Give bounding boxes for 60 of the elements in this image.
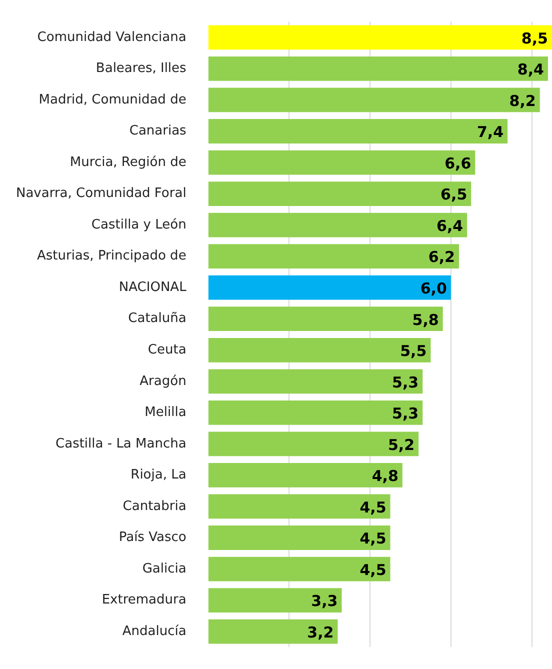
bar [208, 150, 476, 175]
bar [208, 369, 423, 394]
bar [208, 182, 472, 206]
bar [208, 432, 419, 456]
bar [208, 244, 460, 269]
data-label: 8,4 [517, 60, 544, 79]
bar [208, 526, 390, 550]
data-label: 3,2 [307, 623, 334, 642]
data-label: 3,3 [311, 592, 338, 610]
data-label: 4,5 [360, 530, 386, 548]
y-tick-label: Castilla - La Mancha [56, 436, 186, 452]
data-label: 5,5 [400, 342, 427, 360]
bar [208, 212, 468, 238]
y-tick-label: País Vasco [118, 530, 186, 546]
y-tick-label: Comunidad Valenciana [37, 30, 186, 45]
y-tick-label: Aragón [140, 374, 186, 389]
y-tick-label: Canarias [129, 124, 187, 139]
bar [208, 25, 552, 50]
y-tick-label: Rioja, La [130, 468, 186, 483]
data-label: 7,4 [476, 123, 504, 142]
data-label: 8,5 [521, 29, 548, 48]
data-label: 6,4 [436, 216, 464, 235]
y-tick-label: Madrid, Comunidad de [38, 92, 186, 108]
data-label: 8,2 [509, 92, 536, 110]
data-label: 5,8 [412, 310, 439, 329]
bar [208, 494, 390, 519]
bar [208, 306, 443, 332]
data-label: 4,5 [360, 498, 386, 516]
y-tick-label: Castilla y León [91, 217, 186, 232]
bar [208, 338, 431, 362]
bar [208, 275, 451, 300]
bar [208, 619, 338, 644]
bar [208, 400, 423, 425]
data-label: 4,8 [372, 467, 398, 486]
bar [208, 463, 402, 488]
data-label: 5,3 [392, 373, 419, 392]
data-label: 5,3 [392, 404, 419, 423]
data-label: 6,6 [444, 154, 472, 172]
bar [208, 588, 342, 612]
bar [208, 88, 540, 112]
data-label: 5,2 [388, 436, 415, 454]
y-tick-label: Melilla [144, 405, 186, 420]
data-label: 6,2 [428, 248, 456, 266]
bar [208, 556, 390, 582]
y-tick-label: Navarra, Comunidad Foral [16, 186, 186, 202]
data-label: 6,0 [420, 279, 447, 298]
y-tick-label: Murcia, Región de [70, 154, 186, 170]
y-tick-label: Asturias, Principado de [36, 248, 186, 264]
bar [208, 119, 508, 144]
y-tick-label: Baleares, Illes [96, 61, 187, 76]
y-tick-label: Galicia [142, 561, 186, 576]
y-tick-label: Extremadura [102, 592, 186, 608]
y-tick-label: Cataluña [128, 311, 186, 326]
y-tick-label: Ceuta [148, 342, 186, 358]
data-label: 4,5 [360, 560, 386, 579]
data-label: 6,5 [440, 186, 468, 204]
bar [208, 56, 548, 81]
y-tick-label: Andalucía [122, 624, 186, 639]
y-tick-label: NACIONAL [118, 280, 188, 295]
y-tick-label: Cantabria [122, 498, 186, 514]
